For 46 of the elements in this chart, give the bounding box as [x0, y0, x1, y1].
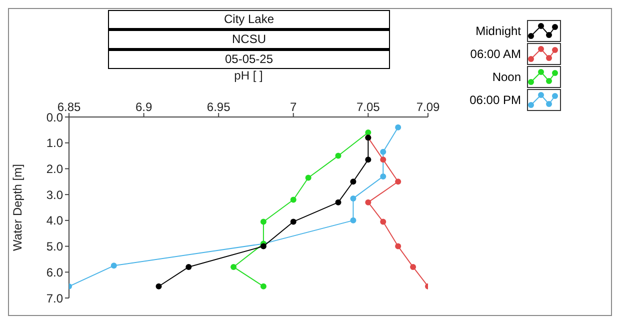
- point: [260, 283, 266, 290]
- text: 05-05-25: [108, 49, 390, 69]
- point: [260, 218, 266, 225]
- chart-title: City Lake: [108, 10, 390, 29]
- x-tick-label: 7.05: [356, 100, 380, 114]
- point: [380, 173, 386, 180]
- y-tick-label: 3.0: [46, 188, 64, 202]
- point: [110, 262, 117, 269]
- y-tick-label: 2.0: [46, 162, 64, 176]
- point: [380, 156, 386, 163]
- point: [395, 124, 402, 130]
- y-tick-label: 7.0: [46, 291, 64, 306]
- chart-subtitle: NCSU: [108, 29, 390, 49]
- x-tick-label: 7: [290, 100, 298, 114]
- point: [410, 264, 416, 270]
- legend-label: Noon: [492, 70, 521, 84]
- point: [290, 218, 296, 225]
- x-tick-label: 6.9: [135, 100, 152, 114]
- point: [350, 195, 356, 202]
- y-tick-label: 5.0: [46, 240, 64, 254]
- point: [350, 178, 356, 185]
- x-tick-label: 7.09: [416, 100, 440, 114]
- point: [395, 178, 402, 185]
- y-tick-label: 1.0: [46, 136, 64, 150]
- point: [335, 199, 342, 206]
- point: [305, 174, 312, 181]
- point: [186, 264, 192, 270]
- y-axis-title: Water Depth [m]: [10, 164, 24, 251]
- legend-label: 06:00 AM: [470, 46, 521, 60]
- point: [380, 218, 386, 225]
- x-tick-label: 6.95: [206, 100, 231, 114]
- y-tick-label: 6.0: [46, 265, 64, 280]
- legend-label: 06:00 PM: [470, 92, 521, 106]
- point: [230, 264, 237, 270]
- point: [335, 152, 342, 159]
- y-tick-label: 4.0: [46, 214, 64, 228]
- point: [380, 148, 386, 155]
- point: [260, 243, 266, 250]
- point: [290, 196, 296, 203]
- point: [365, 199, 372, 206]
- point: [395, 243, 402, 250]
- point: [365, 156, 372, 163]
- x-axis-title: pH [ ]: [234, 68, 263, 83]
- point: [156, 283, 162, 290]
- point: [350, 217, 356, 224]
- legend-label: Midnight: [476, 24, 521, 38]
